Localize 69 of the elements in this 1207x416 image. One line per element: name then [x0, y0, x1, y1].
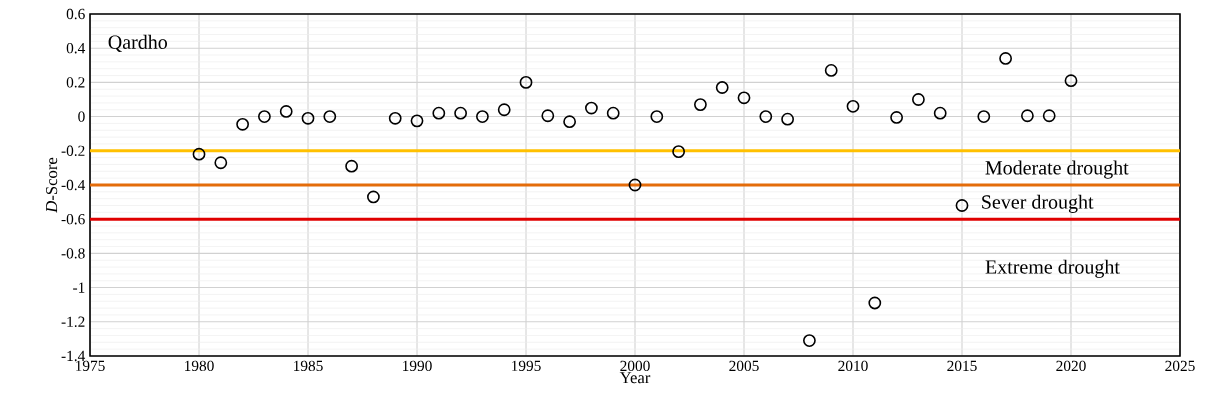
y-tick-label: 0 — [78, 111, 85, 122]
point — [367, 190, 380, 204]
y-tick-label: 0.6 — [66, 8, 85, 20]
x-tick-label: 2020 — [1056, 360, 1086, 372]
y-tick-label: 0.2 — [66, 77, 85, 88]
point — [192, 147, 206, 161]
y-tick-label: -0.2 — [61, 145, 85, 156]
point — [301, 111, 315, 125]
point — [497, 103, 511, 117]
point — [1064, 74, 1078, 88]
point — [236, 117, 250, 131]
x-tick-label: 1995 — [512, 360, 541, 371]
point — [737, 91, 751, 105]
annotation: Extreme drought — [985, 259, 1120, 278]
point — [279, 105, 293, 118]
x-tick-label: 2015 — [947, 360, 977, 372]
point — [759, 110, 773, 123]
x-tick-label: 2010 — [838, 360, 868, 372]
point — [868, 296, 882, 310]
point — [824, 64, 838, 77]
point — [345, 159, 359, 173]
x-tick-label: 1985 — [294, 360, 323, 372]
point — [715, 81, 729, 94]
x-tick-label: 2025 — [1165, 360, 1195, 372]
point — [650, 110, 664, 123]
point — [628, 178, 642, 192]
point — [1042, 109, 1056, 123]
point — [454, 106, 468, 120]
x-tick-label: 2005 — [729, 360, 759, 372]
point — [519, 75, 533, 89]
y-tick-label: -0.8 — [61, 248, 85, 259]
point — [323, 110, 337, 123]
y-tick-label: -0.6 — [61, 214, 85, 225]
point — [694, 98, 707, 112]
point — [258, 110, 271, 123]
x-tick-label: 1975 — [76, 360, 105, 371]
point — [563, 115, 577, 129]
y-tick-label: -0.4 — [61, 179, 86, 191]
y-tick-label: 0.4 — [66, 43, 86, 54]
point — [781, 112, 794, 126]
text: Qardho — [108, 34, 168, 52]
y-axis-title: D-Score — [46, 157, 58, 213]
x-axis-title: Year — [619, 372, 651, 384]
point — [890, 111, 903, 124]
point — [803, 334, 816, 347]
point — [672, 145, 685, 159]
x-tick-label: 1980 — [185, 360, 214, 372]
point — [912, 93, 925, 106]
point — [476, 110, 489, 123]
point — [933, 106, 947, 120]
point — [1021, 109, 1034, 123]
point — [999, 52, 1012, 65]
point — [955, 199, 969, 212]
annotation: Moderate drought — [985, 160, 1129, 179]
point — [846, 99, 860, 113]
point — [432, 106, 446, 120]
x-tick-label: 1990 — [403, 360, 432, 372]
annotation: Sever drought — [982, 194, 1094, 213]
y-tick-label: -1.4 — [61, 350, 86, 362]
y-tick-label: -1.2 — [61, 316, 85, 327]
point — [606, 106, 620, 120]
point — [541, 109, 555, 123]
y-tick-label: -1 — [73, 282, 85, 293]
point — [410, 114, 424, 128]
point — [977, 110, 991, 123]
x-tick-label: 2000 — [620, 360, 650, 372]
point — [214, 156, 228, 170]
point — [585, 101, 598, 115]
point — [388, 111, 402, 125]
